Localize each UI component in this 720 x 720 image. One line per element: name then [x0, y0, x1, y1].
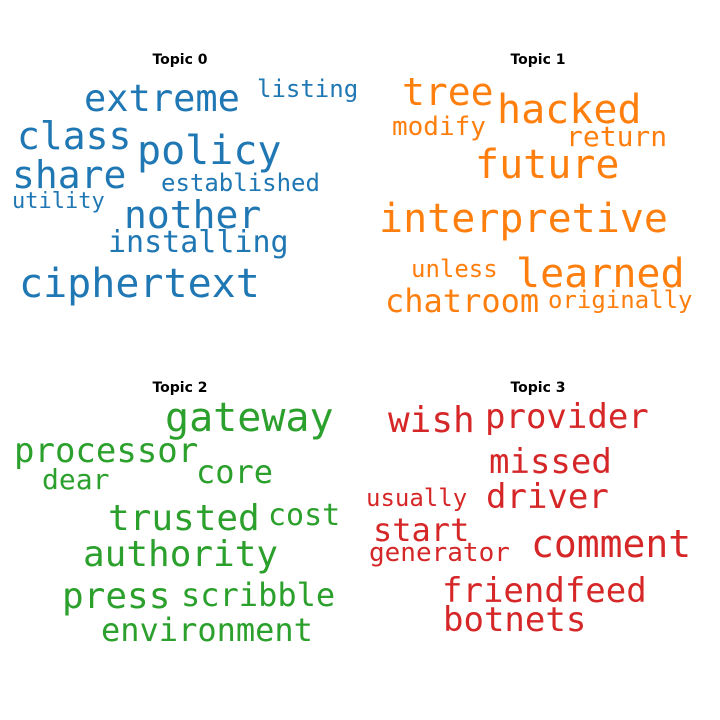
word-share: share	[12, 153, 127, 197]
topic-0-panel: Topic 0 extreme listing class policy sha…	[0, 0, 360, 360]
word-ciphertext: ciphertext	[19, 261, 260, 307]
topic-0-title: Topic 0	[152, 52, 208, 68]
word-start: start	[373, 511, 470, 549]
word-processor: processor	[14, 431, 199, 471]
word-gateway: gateway	[165, 395, 334, 441]
word-cost: cost	[268, 498, 341, 533]
word-botnets: botnets	[443, 600, 587, 640]
word-installing: installing	[108, 225, 289, 260]
word-listing: listing	[257, 75, 359, 103]
topic-2-panel: Topic 2 gateway processor core dear trus…	[0, 328, 360, 688]
word-wish: wish	[388, 400, 475, 441]
word-extreme: extreme	[84, 77, 240, 120]
topic-2-title: Topic 2	[152, 380, 208, 396]
word-originally: originally	[548, 286, 693, 314]
word-environment: environment	[101, 611, 313, 649]
word-chatroom: chatroom	[385, 282, 540, 320]
word-comment: comment	[531, 522, 692, 566]
word-modify: modify	[392, 112, 486, 142]
word-learned: learned	[516, 251, 685, 297]
word-scribble: scribble	[181, 576, 336, 614]
word-interpretive: interpretive	[379, 196, 668, 242]
word-return: return	[566, 120, 668, 153]
topic-1-panel: Topic 1 tree hacked modify return future…	[358, 0, 718, 360]
word-press: press	[62, 576, 171, 617]
word-generator: generator	[369, 538, 510, 568]
word-unless: unless	[411, 255, 498, 283]
word-nother: nother	[124, 193, 262, 237]
word-friendfeed: friendfeed	[442, 571, 647, 611]
word-missed: missed	[489, 442, 612, 482]
word-hacked: hacked	[497, 87, 642, 133]
word-future: future	[475, 142, 620, 188]
word-tree: tree	[402, 70, 494, 114]
word-core: core	[196, 453, 274, 491]
word-driver: driver	[486, 477, 609, 517]
word-usually: usually	[366, 484, 468, 512]
word-provider: provider	[485, 397, 649, 437]
word-policy: policy	[137, 128, 282, 174]
word-class: class	[17, 114, 132, 158]
word-dear: dear	[42, 463, 110, 496]
topic-1-title: Topic 1	[510, 52, 566, 68]
word-authority: authority	[83, 534, 279, 575]
topic-3-title: Topic 3	[510, 380, 566, 396]
word-trusted: trusted	[108, 498, 260, 539]
word-established: established	[161, 169, 320, 197]
word-utility: utility	[12, 189, 105, 214]
topic-3-panel: Topic 3 wish provider missed usually dri…	[358, 328, 718, 688]
